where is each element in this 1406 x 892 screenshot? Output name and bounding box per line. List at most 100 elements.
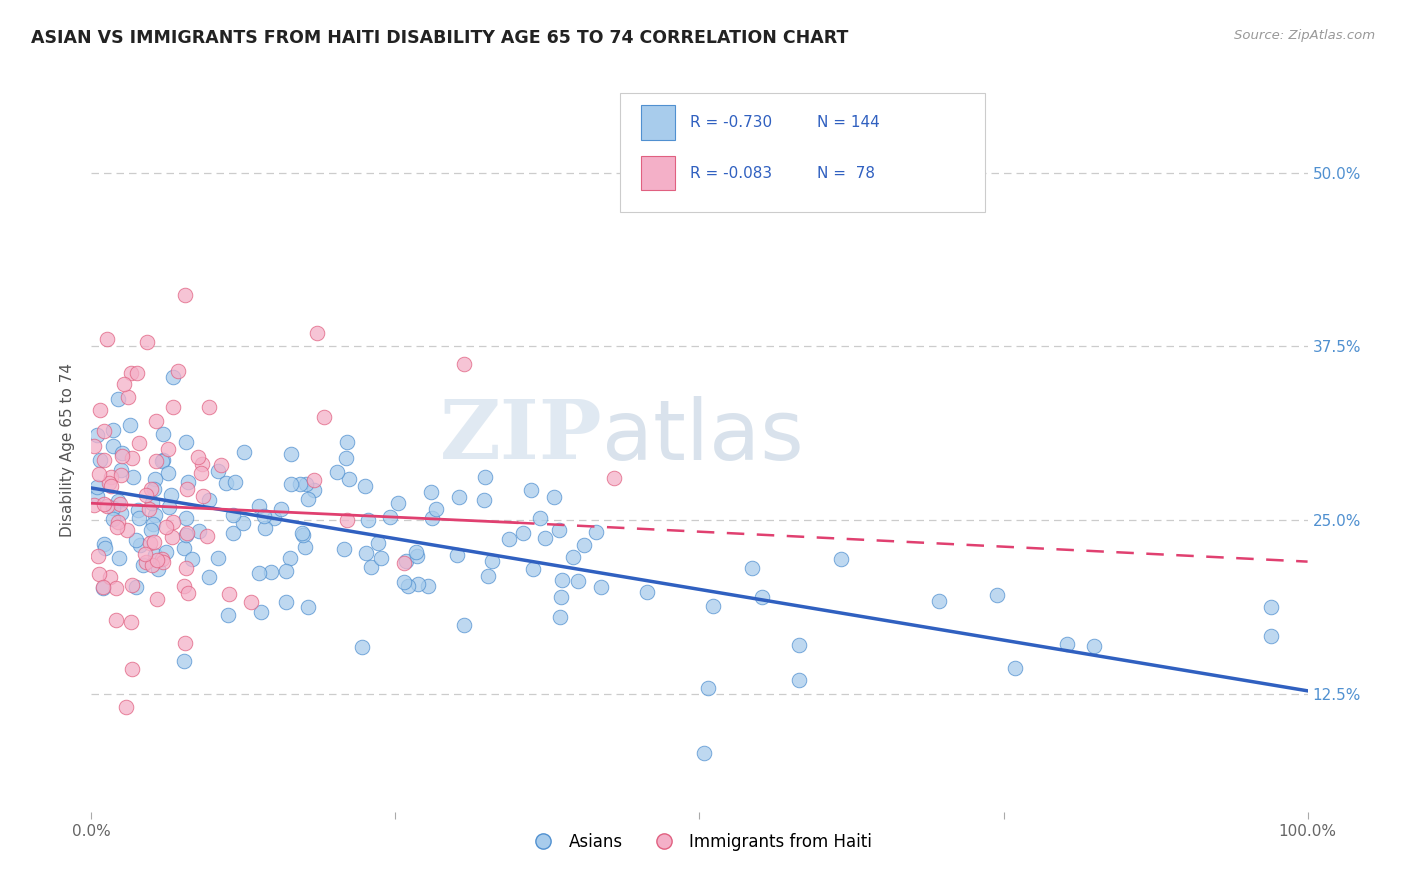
Point	[567, 574, 589, 588]
Point	[128, 435, 150, 450]
Point	[145, 454, 167, 468]
Point	[562, 550, 585, 565]
Point	[94, 541, 117, 556]
Point	[122, 470, 145, 484]
Bar	[641, 105, 675, 140]
Point	[152, 555, 174, 569]
Point	[312, 410, 335, 425]
Point	[294, 540, 316, 554]
Point	[91, 580, 114, 594]
Point	[103, 439, 125, 453]
Point	[115, 700, 138, 714]
Point	[353, 479, 375, 493]
Point	[253, 508, 276, 523]
Point	[787, 638, 810, 652]
Point	[173, 635, 195, 649]
Point	[304, 473, 326, 487]
Point	[125, 366, 148, 380]
Point	[190, 466, 212, 480]
Point	[1056, 637, 1078, 651]
Point	[91, 581, 114, 595]
Point	[93, 452, 115, 467]
Point	[405, 549, 427, 563]
Point	[173, 578, 195, 592]
Point	[127, 502, 149, 516]
Point	[125, 533, 148, 548]
Point	[636, 584, 658, 599]
Point	[326, 465, 349, 479]
Point	[143, 471, 166, 485]
Legend: Asians, Immigrants from Haiti: Asians, Immigrants from Haiti	[520, 826, 879, 857]
Point	[474, 470, 496, 484]
Point	[86, 428, 108, 442]
Point	[142, 516, 165, 531]
Point	[543, 490, 565, 504]
Point	[110, 467, 132, 482]
Y-axis label: Disability Age 65 to 74: Disability Age 65 to 74	[60, 363, 76, 538]
Point	[159, 488, 181, 502]
Point	[112, 376, 135, 391]
Point	[98, 475, 121, 490]
Point	[128, 511, 150, 525]
Point	[425, 502, 447, 516]
Point	[408, 576, 430, 591]
Point	[141, 558, 163, 572]
Point	[173, 541, 195, 555]
Point	[143, 508, 166, 522]
Point	[447, 490, 470, 504]
Point	[100, 479, 122, 493]
Point	[481, 554, 503, 568]
Text: Source: ZipAtlas.com: Source: ZipAtlas.com	[1234, 29, 1375, 42]
Point	[1260, 629, 1282, 643]
Point	[145, 592, 167, 607]
Point	[177, 475, 200, 490]
Point	[162, 369, 184, 384]
Point	[146, 553, 169, 567]
Point	[135, 555, 157, 569]
Point	[101, 423, 124, 437]
Point	[176, 510, 198, 524]
Point	[86, 489, 108, 503]
Point	[162, 515, 184, 529]
Point	[104, 613, 127, 627]
Point	[176, 483, 198, 497]
Point	[150, 453, 173, 467]
Text: atlas: atlas	[602, 395, 804, 476]
Point	[830, 552, 852, 566]
Point	[93, 497, 115, 511]
Point	[117, 390, 139, 404]
Point	[176, 525, 198, 540]
Point	[162, 400, 184, 414]
Point	[259, 565, 281, 579]
Point	[96, 332, 118, 346]
Point	[96, 499, 118, 513]
Point	[141, 523, 163, 537]
Point	[360, 559, 382, 574]
Point	[787, 673, 810, 687]
Point	[1004, 660, 1026, 674]
Point	[98, 570, 121, 584]
Point	[270, 502, 292, 516]
Point	[141, 482, 163, 496]
Point	[1260, 600, 1282, 615]
Point	[422, 510, 444, 524]
Point	[550, 590, 572, 604]
Point	[93, 424, 115, 438]
Point	[453, 358, 475, 372]
Point	[108, 497, 131, 511]
Point	[551, 573, 574, 587]
Point	[83, 498, 105, 512]
Point	[741, 560, 763, 574]
Point	[121, 451, 143, 466]
Point	[110, 445, 132, 459]
Point	[405, 545, 427, 559]
Point	[180, 552, 202, 566]
Point	[986, 588, 1008, 602]
Point	[110, 463, 132, 477]
Point	[693, 746, 716, 760]
Point	[512, 526, 534, 541]
Point	[86, 480, 108, 494]
Point	[533, 531, 555, 545]
Point	[157, 500, 180, 514]
Point	[585, 525, 607, 540]
